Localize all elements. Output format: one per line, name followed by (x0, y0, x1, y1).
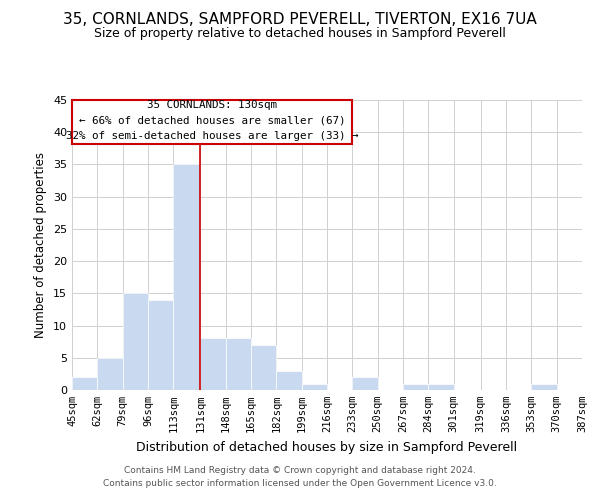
Bar (276, 370, 302, 390)
Bar (226, 338, 251, 390)
Bar (123, 294, 148, 390)
Bar (72, 377, 97, 390)
Bar (531, 384, 557, 390)
FancyBboxPatch shape (72, 100, 352, 144)
Bar (302, 384, 327, 390)
Text: 35, CORNLANDS, SAMPFORD PEVERELL, TIVERTON, EX16 7UA: 35, CORNLANDS, SAMPFORD PEVERELL, TIVERT… (63, 12, 537, 28)
Bar (403, 384, 428, 390)
Bar (352, 377, 378, 390)
Bar (428, 384, 454, 390)
Bar (148, 300, 173, 390)
Y-axis label: Number of detached properties: Number of detached properties (34, 152, 47, 338)
Bar (97, 358, 123, 390)
Text: Contains HM Land Registry data © Crown copyright and database right 2024.
Contai: Contains HM Land Registry data © Crown c… (103, 466, 497, 487)
Bar (200, 338, 226, 390)
Text: 35 CORNLANDS: 130sqm
← 66% of detached houses are smaller (67)
32% of semi-detac: 35 CORNLANDS: 130sqm ← 66% of detached h… (66, 100, 358, 141)
Text: Size of property relative to detached houses in Sampford Peverell: Size of property relative to detached ho… (94, 28, 506, 40)
Bar (251, 345, 276, 390)
X-axis label: Distribution of detached houses by size in Sampford Peverell: Distribution of detached houses by size … (136, 440, 518, 454)
Bar (173, 164, 200, 390)
